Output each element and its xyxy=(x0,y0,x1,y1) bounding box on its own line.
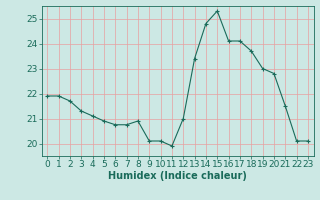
X-axis label: Humidex (Indice chaleur): Humidex (Indice chaleur) xyxy=(108,171,247,181)
